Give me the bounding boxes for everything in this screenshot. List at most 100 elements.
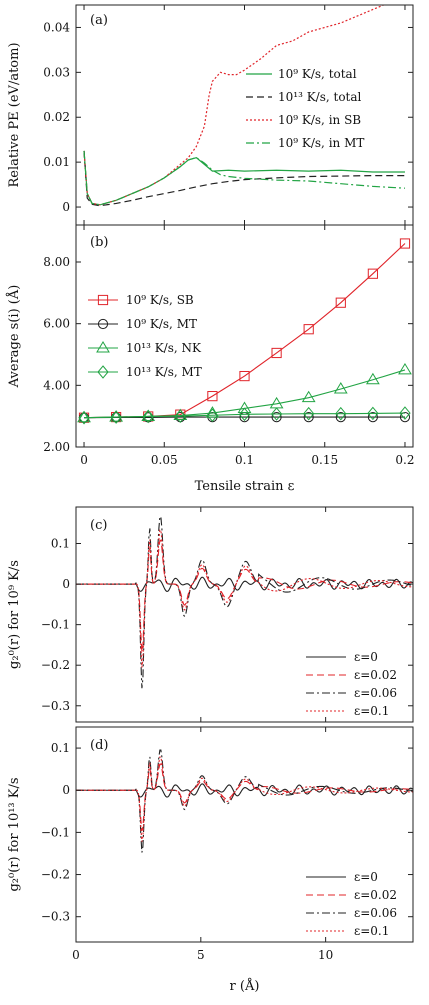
legend-label: ε=0.1 bbox=[354, 924, 389, 938]
y-tick-label: −0.1 bbox=[41, 618, 70, 632]
legend-marker bbox=[96, 341, 110, 353]
data-point bbox=[78, 410, 90, 425]
data-point bbox=[206, 408, 219, 423]
y-tick-label: 0.01 bbox=[43, 155, 70, 169]
legend-label: ε=0.06 bbox=[354, 906, 397, 920]
data-point bbox=[301, 390, 316, 403]
legend-label: 10¹³ K/s, total bbox=[278, 90, 362, 104]
y-tick-label: −0.2 bbox=[41, 868, 70, 882]
x-tick-label: 10 bbox=[318, 948, 333, 962]
data-point bbox=[77, 410, 91, 423]
y-tick-label: 4.00 bbox=[43, 378, 70, 392]
series-line-a-1 bbox=[83, 150, 405, 207]
legend-label: ε=0.06 bbox=[354, 686, 397, 700]
data-point bbox=[271, 411, 282, 423]
plot-frame-g2 bbox=[75, 506, 414, 723]
data-point bbox=[174, 409, 186, 423]
series-line-g-1 bbox=[76, 539, 413, 652]
data-point bbox=[335, 297, 346, 308]
series-line-b-1 bbox=[84, 416, 405, 419]
data-point bbox=[173, 408, 188, 421]
y-tick-label: −0.2 bbox=[41, 658, 70, 672]
legend-label: 10⁹ K/s, SB bbox=[126, 293, 194, 307]
data-point bbox=[303, 324, 314, 335]
legend-marker bbox=[97, 365, 109, 379]
data-point bbox=[239, 370, 250, 382]
y-tick-label: −0.3 bbox=[41, 699, 70, 713]
legend-marker bbox=[97, 294, 109, 306]
series-line-a-3 bbox=[83, 150, 406, 206]
y-tick-label: 0.1 bbox=[51, 741, 70, 755]
y-tick-label: 0.03 bbox=[43, 65, 70, 79]
y-tick-label: −0.1 bbox=[41, 825, 70, 839]
y-axis-label: g₂⁰(r) for 10⁹ K/s bbox=[7, 560, 22, 669]
legend-label: ε=0 bbox=[354, 650, 378, 664]
data-point bbox=[335, 406, 347, 421]
panel-label-b: (b) bbox=[90, 235, 108, 250]
y-tick-label: 0.02 bbox=[43, 110, 70, 124]
series-line-g-3 bbox=[76, 756, 413, 842]
y-axis-label: Relative PE (eV/atom) bbox=[7, 42, 22, 187]
y-tick-label: 0 bbox=[62, 577, 70, 591]
legend-marker bbox=[97, 318, 109, 330]
panel-label-c: (c) bbox=[90, 518, 107, 533]
data-point bbox=[333, 382, 348, 394]
y-tick-label: 6.00 bbox=[43, 317, 70, 331]
plot-frame-a bbox=[75, 4, 414, 226]
series-line-g-3 bbox=[76, 529, 413, 668]
y-tick-label: 0 bbox=[62, 783, 70, 797]
x-tick-label: 0 bbox=[72, 948, 80, 962]
data-point bbox=[367, 268, 378, 279]
legend-label: 10⁹ K/s, MT bbox=[126, 317, 197, 331]
x-tick-label: 0.15 bbox=[311, 453, 338, 467]
data-point bbox=[367, 411, 378, 423]
y-tick-label: −0.3 bbox=[41, 910, 70, 924]
panel-label-d: (d) bbox=[90, 738, 108, 753]
data-point bbox=[110, 410, 122, 424]
x-tick-label: 0.2 bbox=[395, 453, 414, 467]
x-axis-label: r (Å) bbox=[230, 978, 260, 994]
legend-label: 10¹³ K/s, NK bbox=[126, 341, 202, 355]
data-point bbox=[399, 406, 411, 420]
data-point bbox=[398, 362, 412, 375]
series-line-g-1 bbox=[76, 763, 413, 831]
data-point bbox=[207, 391, 218, 402]
data-point bbox=[399, 238, 411, 249]
y-tick-label: 0.04 bbox=[43, 20, 70, 34]
x-tick-label: 0.05 bbox=[151, 453, 178, 467]
data-point bbox=[365, 372, 380, 385]
data-point bbox=[142, 409, 154, 424]
y-tick-label: 0 bbox=[62, 200, 70, 214]
legend-label: 10⁹ K/s, in SB bbox=[278, 113, 361, 127]
plot-frame-g3 bbox=[75, 726, 414, 943]
panel-label-a: (a) bbox=[90, 13, 108, 28]
legend-label: ε=0 bbox=[354, 870, 378, 884]
x-axis-label: Tensile strain ε bbox=[195, 479, 295, 494]
data-point bbox=[367, 406, 379, 421]
data-point bbox=[237, 401, 252, 413]
x-tick-label: 5 bbox=[197, 948, 205, 962]
y-axis-label: g₂⁰(r) for 10¹³ K/s bbox=[7, 777, 22, 891]
series-line-g-2 bbox=[76, 749, 413, 853]
legend-label: 10¹³ K/s, MT bbox=[126, 365, 202, 379]
data-point bbox=[141, 409, 156, 421]
y-axis-label: Average s(i) (Å) bbox=[6, 285, 22, 389]
x-tick-label: 0 bbox=[80, 453, 88, 467]
data-point bbox=[271, 347, 282, 359]
data-point bbox=[238, 407, 251, 422]
legend-label: 10⁹ K/s, total bbox=[278, 67, 357, 81]
legend-label: ε=0.02 bbox=[354, 888, 397, 902]
y-tick-label: 0.1 bbox=[51, 537, 70, 551]
legend-label: ε=0.1 bbox=[354, 704, 389, 718]
data-point bbox=[335, 411, 346, 423]
legend-label: ε=0.02 bbox=[354, 668, 397, 682]
y-tick-label: 2.00 bbox=[43, 440, 70, 454]
data-point bbox=[399, 411, 411, 423]
data-point bbox=[303, 406, 315, 421]
legend-label: 10⁹ K/s, in MT bbox=[278, 136, 364, 150]
data-point bbox=[270, 407, 283, 421]
data-point bbox=[303, 411, 314, 423]
data-point bbox=[109, 410, 124, 422]
series-line-b-3 bbox=[84, 412, 405, 419]
